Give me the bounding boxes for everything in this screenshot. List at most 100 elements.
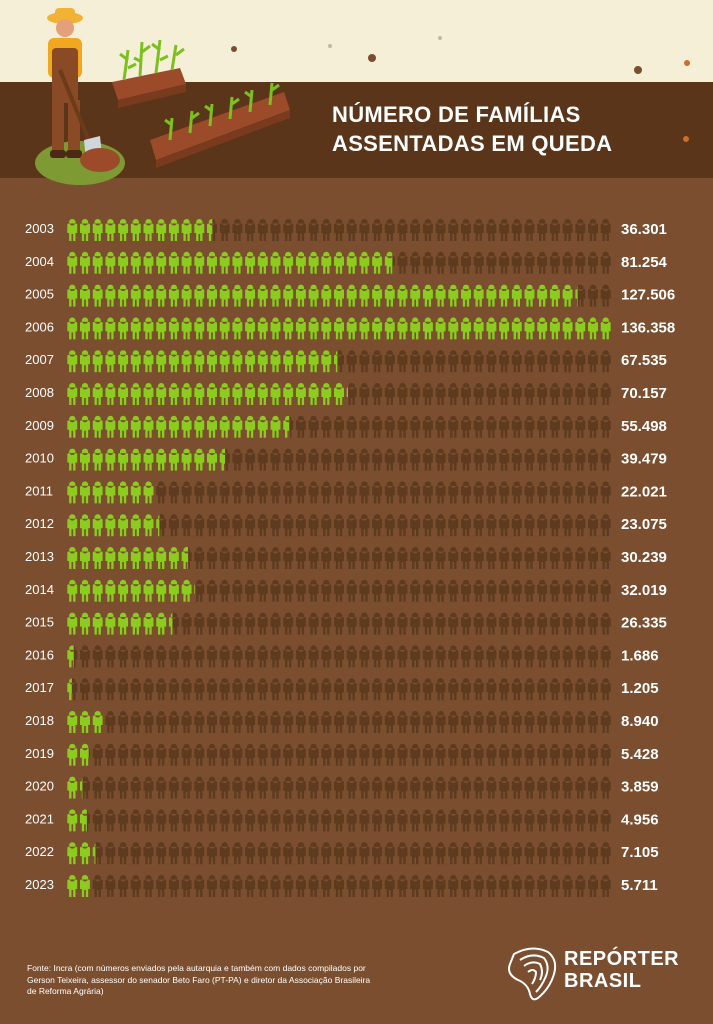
- person-icon: [79, 547, 90, 569]
- person-icon: [321, 743, 332, 766]
- chart-row-2018: 2018 8.940: [25, 711, 659, 733]
- year-label: 2019: [25, 746, 54, 761]
- person-icon: [143, 579, 154, 602]
- person-icon: [92, 809, 103, 832]
- person-icon: [372, 219, 383, 241]
- person-icon: [588, 579, 598, 602]
- person-icon: [92, 776, 103, 799]
- person-icon: [270, 284, 281, 307]
- person-icon: [232, 415, 243, 438]
- person-icon: [473, 842, 484, 865]
- year-label: 2015: [25, 615, 54, 630]
- person-icon: [384, 645, 395, 668]
- person-icon: [245, 809, 256, 832]
- person-icon: [448, 875, 459, 897]
- person-icon: [257, 219, 268, 241]
- person-icon: [537, 743, 548, 766]
- person-icon: [334, 514, 344, 537]
- person-icon: [359, 383, 370, 405]
- empty-icons: [67, 842, 611, 865]
- person-icon: [346, 743, 357, 766]
- person-icon: [295, 711, 306, 733]
- person-icon: [499, 514, 510, 537]
- person-icon: [168, 481, 179, 504]
- value-label: 5.428: [621, 746, 659, 763]
- person-icon: [346, 383, 357, 405]
- chart-row-2015: 2015 26.335: [25, 612, 667, 635]
- person-icon: [511, 284, 522, 307]
- filled-icons: [67, 448, 226, 471]
- person-icon: [181, 875, 192, 897]
- person-icon: [194, 547, 205, 569]
- person-icon: [219, 317, 230, 340]
- person-icon: [80, 875, 90, 897]
- person-icon: [283, 448, 294, 471]
- person-icon: [67, 317, 78, 340]
- value-label: 30.239: [621, 549, 667, 566]
- year-label: 2022: [25, 844, 54, 859]
- person-icon: [257, 350, 268, 373]
- person-icon: [130, 743, 141, 766]
- person-icon: [334, 219, 344, 241]
- person-icon: [130, 842, 141, 865]
- person-icon: [308, 383, 319, 405]
- person-icon: [499, 579, 510, 602]
- person-icon: [92, 481, 103, 504]
- value-label: 4.956: [621, 811, 659, 828]
- person-icon: [257, 875, 268, 897]
- person-icon: [562, 875, 573, 897]
- person-icon: [308, 481, 319, 504]
- person-icon: [486, 514, 497, 537]
- person-icon: [105, 448, 116, 471]
- person-icon: [232, 809, 243, 832]
- person-icon: [486, 284, 497, 307]
- person-icon: [600, 448, 611, 471]
- person-icon: [257, 711, 268, 733]
- person-icon: [549, 383, 560, 405]
- person-icon: [245, 481, 256, 504]
- person-icon: [168, 317, 179, 340]
- person-icon: [410, 645, 421, 668]
- person-icon: [105, 514, 116, 537]
- year-label: 2023: [25, 877, 54, 892]
- person-icon: [537, 842, 548, 865]
- source-note: Fonte: Incra (com números enviados pela …: [27, 963, 371, 996]
- header-background-light: [0, 0, 713, 82]
- person-icon: [321, 776, 332, 799]
- person-icon: [486, 481, 497, 504]
- person-icon: [384, 415, 395, 438]
- person-icon: [486, 645, 497, 668]
- person-icon: [549, 219, 560, 241]
- person-icon: [346, 284, 357, 307]
- person-icon: [67, 448, 78, 471]
- person-icon: [245, 251, 256, 274]
- person-icon: [511, 809, 522, 832]
- person-icon: [435, 350, 446, 373]
- person-icon: [130, 711, 141, 733]
- person-icon: [397, 645, 408, 668]
- person-icon: [130, 350, 141, 373]
- person-icon: [575, 514, 586, 537]
- person-icon: [473, 514, 484, 537]
- person-icon: [321, 415, 332, 438]
- person-icon: [308, 547, 319, 569]
- person-icon: [181, 842, 192, 865]
- person-icon: [511, 678, 522, 701]
- person-icon: [588, 383, 598, 405]
- person-icon: [448, 284, 459, 307]
- person-icon: [207, 612, 217, 635]
- empty-icons: [67, 809, 611, 832]
- speck: [231, 46, 237, 52]
- person-icon: [562, 579, 573, 602]
- person-icon: [346, 387, 348, 397]
- person-icon: [588, 251, 598, 274]
- person-icon: [562, 448, 573, 471]
- person-icon: [168, 547, 179, 569]
- speck: [328, 44, 332, 48]
- person-icon: [283, 678, 294, 701]
- person-icon: [435, 678, 446, 701]
- person-icon: [194, 251, 205, 274]
- person-icon: [194, 809, 205, 832]
- person-icon: [219, 448, 226, 471]
- person-icon: [67, 383, 78, 405]
